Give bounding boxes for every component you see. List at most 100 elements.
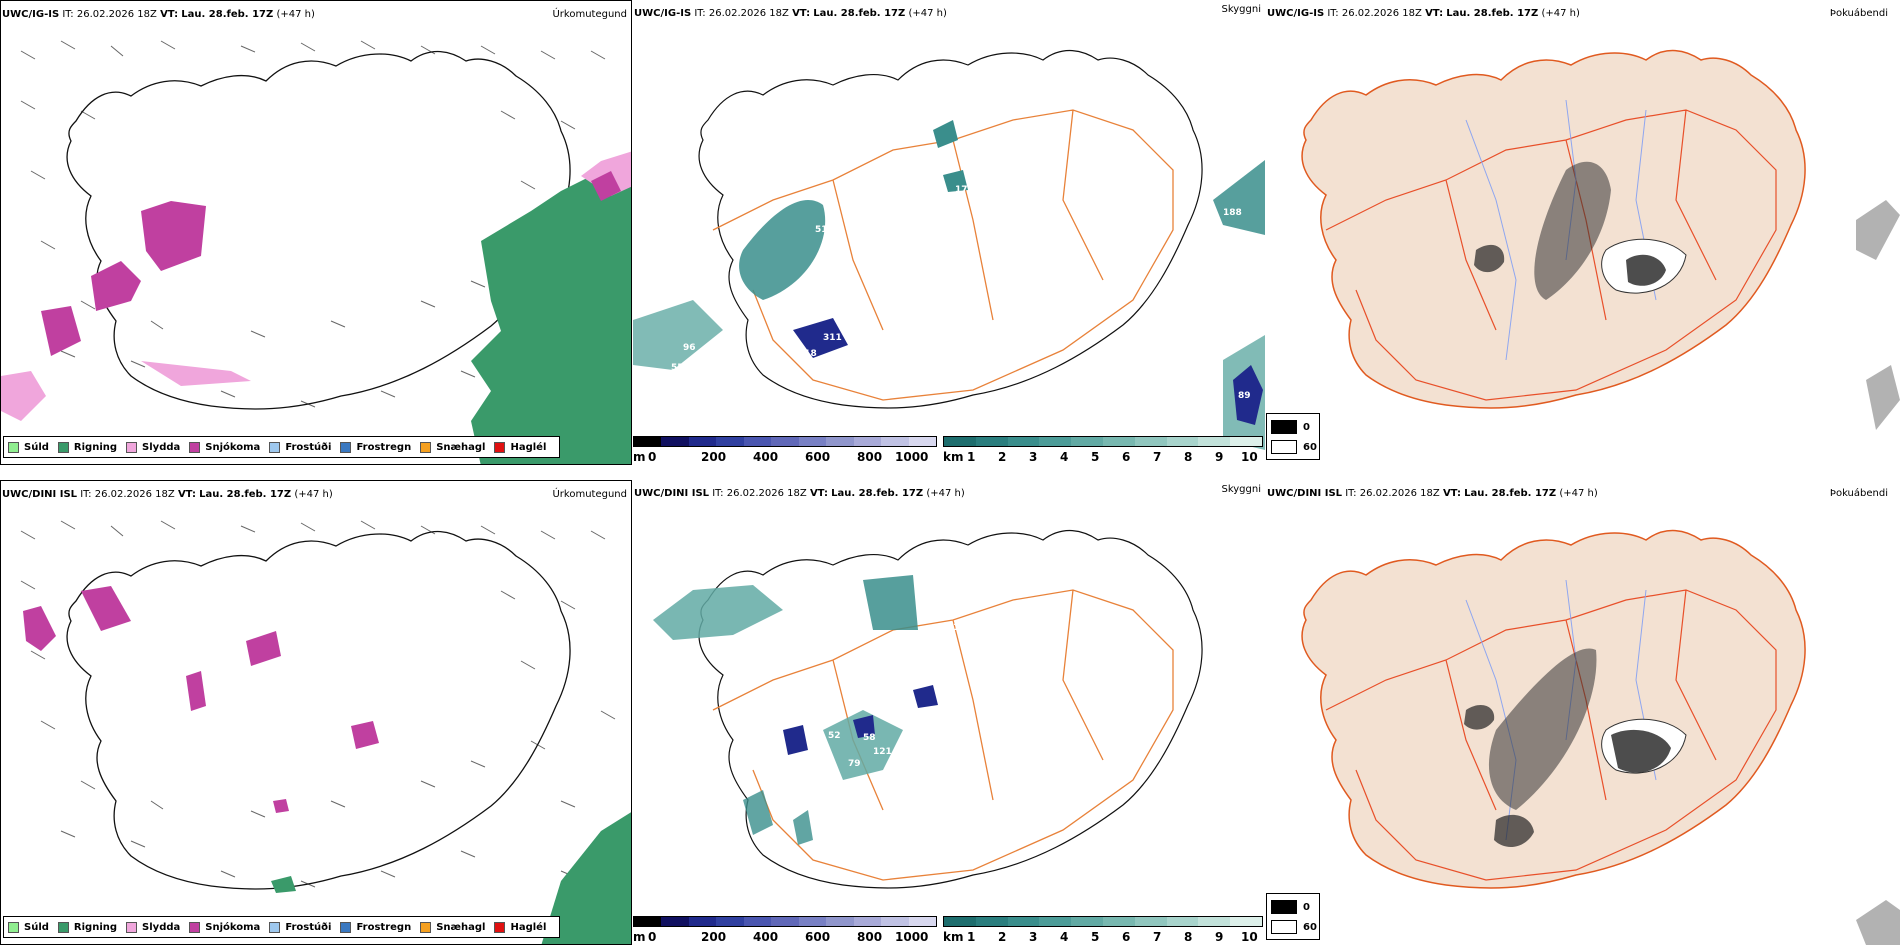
snow-area-west-2 bbox=[91, 261, 141, 311]
panel-header: UWC/DINI ISL IT: 26.02.2026 18Z VT: Lau.… bbox=[634, 488, 965, 499]
spot-label: 89 bbox=[1238, 391, 1251, 401]
snow-area-ne bbox=[591, 171, 621, 201]
visibility-area-sw bbox=[633, 300, 723, 370]
colorbar-cell bbox=[661, 437, 689, 446]
legend-item-snow-pellets: Snæhagl bbox=[420, 441, 485, 453]
colorbar-unit: km bbox=[943, 450, 964, 464]
spot-label: 150 bbox=[921, 748, 940, 758]
legend-item-rain: Rigning bbox=[57, 441, 117, 453]
colorbar-cell bbox=[853, 437, 882, 446]
legend-item-freezing-rain: Frostregn bbox=[340, 441, 411, 453]
colorbar-tick: 1000 bbox=[895, 930, 929, 944]
colorbar-cell bbox=[634, 437, 662, 446]
iceland-outline bbox=[698, 530, 1203, 889]
visibility-area-north bbox=[933, 120, 968, 192]
road-network bbox=[1325, 589, 1777, 881]
colorbar-tick: 1 bbox=[967, 450, 976, 464]
fog-legend-row: 60 bbox=[1271, 920, 1317, 934]
colorbar-cell bbox=[1071, 437, 1103, 446]
cloud-visibility-map: 517 175 96 87 55 311 118 89 188 bbox=[633, 50, 1265, 450]
snow-area-north bbox=[246, 631, 281, 666]
spot-label: 175 bbox=[955, 185, 974, 195]
legend-swatch bbox=[8, 441, 19, 453]
colorbar-tick: 2 bbox=[998, 450, 1007, 464]
colorbar-cell bbox=[716, 437, 744, 446]
spot-label: 92 bbox=[938, 729, 951, 739]
fog-legend-row: 0 bbox=[1271, 420, 1310, 434]
spot-label: 118 bbox=[798, 349, 817, 359]
colorbar-cell bbox=[1102, 437, 1135, 446]
cloud-visibility-panel-bottom: UWC/DINI ISL IT: 26.02.2026 18Z VT: Lau.… bbox=[633, 480, 1265, 945]
visibility-area-north bbox=[863, 575, 918, 630]
spot-label: 48 bbox=[923, 829, 936, 839]
fog-indicator-panel-top: UWC/IG-IS IT: 26.02.2026 18Z VT: Lau. 28… bbox=[1266, 0, 1900, 465]
colorbar-tick: 7 bbox=[1153, 930, 1162, 944]
fog-legend-swatch bbox=[1271, 920, 1297, 934]
visibility-colorbar: km 1 2 3 4 5 6 7 8 9 10 bbox=[943, 916, 1265, 945]
colorbar-cell bbox=[944, 917, 976, 926]
legend-swatch bbox=[57, 441, 69, 453]
precip-type-legend: Súld Rigning Slydda Snjókoma Frostúði Fr… bbox=[3, 916, 561, 938]
legend-swatch bbox=[269, 441, 281, 453]
colorbar-tick: 8 bbox=[1184, 930, 1193, 944]
fog-legend-swatch bbox=[1271, 420, 1297, 434]
colorbar-cell bbox=[1102, 917, 1135, 926]
visibility-colorbar-strip bbox=[943, 436, 1263, 447]
legend-swatch bbox=[494, 921, 506, 933]
colorbar-cell bbox=[944, 437, 976, 446]
colorbar-cell bbox=[798, 917, 827, 926]
spot-label: 65 bbox=[1013, 748, 1026, 758]
spot-label: 310 bbox=[989, 731, 1008, 741]
colorbar-cell bbox=[743, 437, 772, 446]
colorbar-cell bbox=[1039, 917, 1072, 926]
spot-label: 121 bbox=[873, 747, 892, 757]
colorbar-tick: 8 bbox=[1184, 450, 1193, 464]
panel-kind: Þokuábendi bbox=[1829, 8, 1888, 19]
panel-kind: Skyggni bbox=[1221, 4, 1261, 15]
panel-header: UWC/IG-IS IT: 26.02.2026 18Z VT: Lau. 28… bbox=[1267, 8, 1580, 19]
colorbar-cell bbox=[1198, 437, 1231, 446]
legend-swatch bbox=[189, 921, 201, 933]
colorbar-cell bbox=[716, 917, 744, 926]
legend-swatch bbox=[340, 441, 352, 453]
spot-label: 52 bbox=[828, 731, 841, 741]
rain-area-east bbox=[471, 161, 631, 464]
snow-area-central bbox=[186, 671, 206, 711]
colorbar-unit: km bbox=[943, 930, 964, 944]
cloud-base-colorbar-strip bbox=[633, 916, 937, 927]
colorbar-tick: 1 bbox=[967, 930, 976, 944]
colorbar-cell bbox=[826, 917, 854, 926]
colorbar-cell bbox=[975, 437, 1008, 446]
colorbar-tick: 9 bbox=[1215, 450, 1224, 464]
colorbar-unit: m bbox=[633, 930, 646, 944]
colorbar-cell bbox=[975, 917, 1008, 926]
iceland-outline bbox=[66, 530, 571, 890]
legend-swatch bbox=[126, 441, 138, 453]
precip-map bbox=[1, 40, 631, 464]
fog-legend-swatch bbox=[1271, 440, 1297, 454]
cloud-base-area-se bbox=[1233, 365, 1263, 425]
spot-label: 13 bbox=[953, 623, 966, 633]
colorbar-cell bbox=[688, 917, 717, 926]
colorbar-cell bbox=[1071, 917, 1103, 926]
legend-item-drizzle: Súld bbox=[8, 921, 49, 933]
cloud-base-area-sw bbox=[793, 318, 848, 358]
road-network bbox=[712, 109, 1174, 401]
cloud-visibility-map: 547 13 925 173 266 92 310 65 52 58 150 1… bbox=[653, 530, 1203, 889]
colorbar-cell bbox=[1039, 437, 1072, 446]
fog-area-east-sea bbox=[1856, 200, 1900, 430]
colorbar-cell bbox=[661, 917, 689, 926]
fog-legend-swatch bbox=[1271, 900, 1297, 914]
precip-map bbox=[20, 520, 631, 944]
spot-label: 547 bbox=[881, 651, 900, 661]
snow-area-nw bbox=[23, 606, 56, 651]
colorbar-tick: 4 bbox=[1060, 450, 1069, 464]
precip-type-panel-bottom: UWC/DINI ISL IT: 26.02.2026 18Z VT: Lau.… bbox=[0, 480, 632, 945]
cloud-base-colorbar: m 0 200 400 600 800 1000 bbox=[633, 436, 943, 465]
fog-area-se-sea bbox=[1856, 900, 1900, 945]
sleet-area-south bbox=[141, 361, 251, 386]
colorbar-tick: 0 bbox=[648, 450, 657, 464]
legend-swatch bbox=[269, 921, 281, 933]
colorbar-tick: 0 bbox=[648, 930, 657, 944]
visibility-area-nw bbox=[653, 585, 783, 640]
